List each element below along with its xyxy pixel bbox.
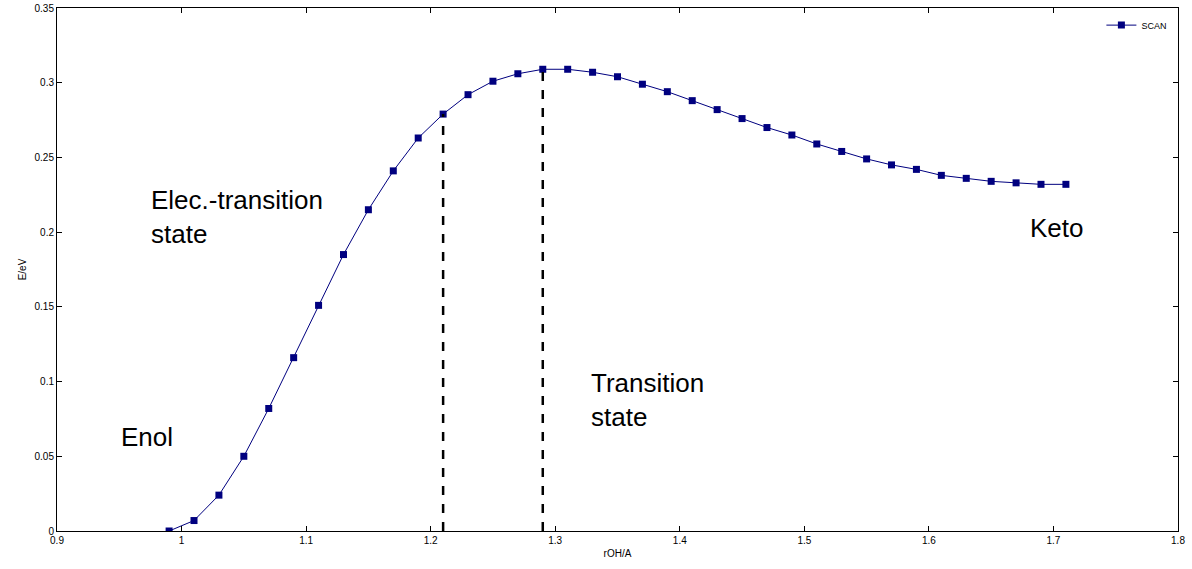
- svg-text:1.8: 1.8: [1171, 535, 1185, 546]
- svg-text:1.6: 1.6: [922, 535, 936, 546]
- svg-text:rOH/A: rOH/A: [604, 548, 632, 559]
- svg-text:0.35: 0.35: [35, 3, 55, 14]
- svg-text:Transitionstate: Transitionstate: [591, 368, 704, 432]
- svg-text:0.25: 0.25: [35, 152, 55, 163]
- svg-text:Keto: Keto: [1030, 213, 1084, 243]
- svg-text:E/eV: E/eV: [17, 258, 28, 280]
- svg-text:1.3: 1.3: [548, 535, 562, 546]
- svg-text:SCAN: SCAN: [1141, 21, 1166, 31]
- svg-text:1.7: 1.7: [1046, 535, 1060, 546]
- svg-text:Enol: Enol: [121, 422, 173, 452]
- svg-text:1: 1: [179, 535, 185, 546]
- svg-text:0.05: 0.05: [35, 451, 55, 462]
- svg-text:1.5: 1.5: [797, 535, 811, 546]
- svg-text:0: 0: [48, 526, 54, 537]
- svg-text:1.4: 1.4: [673, 535, 687, 546]
- svg-text:0.2: 0.2: [40, 227, 54, 238]
- svg-text:1.1: 1.1: [299, 535, 313, 546]
- svg-text:0.1: 0.1: [40, 376, 54, 387]
- svg-text:0.3: 0.3: [40, 77, 54, 88]
- svg-text:1.2: 1.2: [424, 535, 438, 546]
- svg-text:0.15: 0.15: [35, 301, 55, 312]
- svg-text:Elec.-transitionstate: Elec.-transitionstate: [151, 185, 323, 249]
- svg-text:0.9: 0.9: [50, 535, 64, 546]
